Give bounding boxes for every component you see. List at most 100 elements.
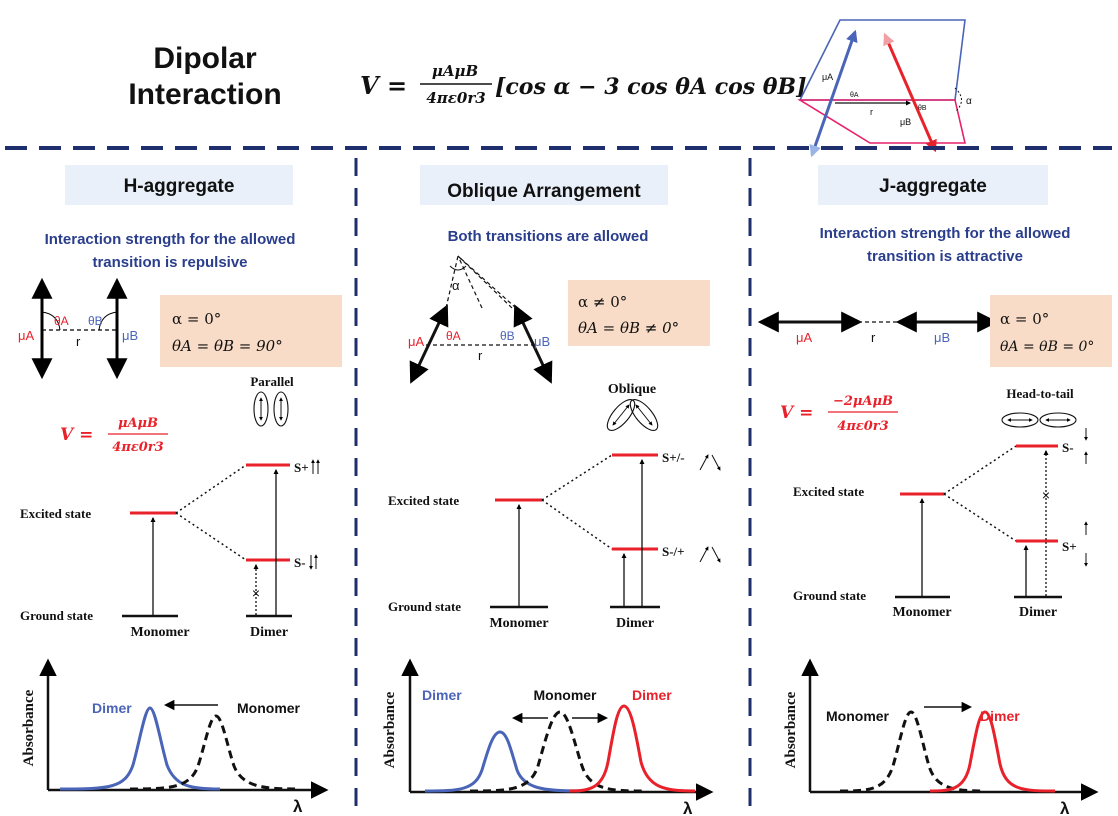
excited-state-label: Excited state	[20, 506, 91, 521]
upper-state-label: S+	[294, 460, 309, 475]
condition-line1: α = 0°	[1000, 310, 1049, 328]
absorbance-spectrum: Absorbance λ Monomer Dimer	[783, 658, 1099, 816]
dipole-b-arrow	[513, 304, 553, 384]
panel-title: J-aggregate	[879, 176, 987, 197]
ground-state-label: Ground state	[20, 608, 93, 623]
alpha-label: α	[452, 278, 460, 293]
spectrum-monomer-label: Monomer	[237, 700, 301, 716]
panel-title: H-aggregate	[124, 176, 235, 197]
page-title-line2: Interaction	[128, 78, 281, 111]
mu-a-label: μA	[18, 328, 34, 343]
energy-formula-numerator: μAμB	[118, 416, 158, 431]
parallel-ellipse-2	[273, 391, 289, 427]
arrangement-label: Parallel	[250, 374, 294, 389]
panel-title-box	[420, 165, 668, 205]
panel-title-box	[65, 165, 293, 205]
condition-line1: α ≠ 0°	[578, 293, 627, 311]
parallel-ellipse-1	[253, 391, 269, 427]
dimer-right-band	[569, 704, 696, 793]
inset-theta-b: θB	[918, 105, 927, 112]
condition-box	[568, 280, 710, 346]
lower-state-label: S-	[294, 555, 306, 570]
theta-b-label: θB	[88, 314, 103, 328]
page-title-line1: Dipolar	[153, 42, 257, 75]
upper-spin-2	[711, 454, 721, 471]
dimer-label: Dimer	[250, 625, 288, 640]
panel-subtitle-line2: transition is attractive	[867, 248, 1023, 265]
oblique-arrow-1	[612, 404, 630, 426]
panel-oblique-arrangement: Oblique Arrangement Both transitions are…	[382, 165, 721, 816]
mu-a-arrow	[809, 29, 858, 158]
dipolar-formula: V = μAμB 4πε0r3 [cos α − 3 cos θA cos θB…	[360, 62, 806, 107]
excited-state-label: Excited state	[793, 484, 864, 499]
lower-spin-2	[711, 546, 721, 563]
forbidden-mark: ×	[252, 585, 260, 601]
excited-state-label: Excited state	[388, 493, 459, 508]
inset-alpha: α	[966, 96, 972, 107]
condition-line2: θA = θB = 0°	[1000, 339, 1094, 355]
energy-formula-denominator: 4πε0r3	[837, 419, 888, 434]
lower-spin-1	[699, 546, 709, 563]
energy-formula-lhs: V =	[780, 403, 813, 423]
inset-mu-b: μB	[900, 117, 911, 127]
mu-a-label: μA	[796, 330, 812, 345]
monomer-band	[469, 710, 646, 793]
condition-line2: θA = θB ≠ 0°	[578, 319, 679, 337]
r-label: r	[478, 348, 483, 363]
absorbance-spectrum: Absorbance λ Dimer Monomer Dimer	[382, 658, 714, 816]
inset-r: r	[870, 107, 873, 117]
split-line-down	[175, 512, 247, 561]
triangle-left-dashed	[445, 255, 459, 309]
head-to-tail-ellipse-1	[1001, 412, 1039, 428]
monomer-label: Monomer	[892, 605, 951, 620]
spectrum-xlabel: λ	[293, 797, 303, 816]
energy-formula: V = μAμB 4πε0r3	[60, 416, 168, 455]
monomer-label: Monomer	[130, 625, 189, 640]
condition-box	[990, 295, 1112, 367]
spectrum-ylabel: Absorbance	[382, 691, 398, 768]
dimer-band	[929, 710, 1056, 793]
ground-state-label: Ground state	[793, 588, 866, 603]
spectrum-dimer-label: Dimer	[92, 700, 132, 716]
r-label: r	[76, 334, 81, 349]
formula-lhs: V =	[360, 71, 407, 100]
panel-subtitle-line1: Interaction strength for the allowed	[45, 231, 296, 248]
split-line-down	[541, 499, 613, 550]
spectrum-monomer-label: Monomer	[826, 708, 890, 724]
formula-numerator: μAμB	[432, 62, 478, 80]
condition-line2: θA = θB = 90°	[172, 337, 283, 355]
panel-subtitle-line1: Interaction strength for the allowed	[820, 225, 1071, 242]
upper-state-label: S+/-	[662, 450, 685, 465]
spectrum-ylabel: Absorbance	[21, 689, 37, 766]
spectrum-xlabel: λ	[683, 799, 693, 816]
mu-b-label: μB	[534, 334, 550, 349]
oblique-arrow-2	[635, 404, 653, 426]
panel-title-box	[818, 165, 1048, 205]
alpha-dashed-left	[457, 255, 483, 309]
condition-line1: α = 0°	[172, 310, 221, 328]
triangle-right-dashed	[457, 255, 517, 309]
alpha-dashed-right	[457, 255, 513, 309]
spectrum-xlabel: λ	[1060, 799, 1070, 816]
lower-state-label: S+	[1062, 539, 1077, 554]
r-label: r	[871, 330, 876, 345]
monomer-label: Monomer	[489, 616, 548, 631]
theta-a-arc	[41, 311, 61, 331]
dimer-band	[59, 706, 221, 791]
alpha-arc	[449, 265, 467, 271]
header: Dipolar Interaction V = μAμB 4πε0r3 [cos…	[128, 19, 972, 158]
energy-formula-denominator: 4πε0r3	[112, 440, 163, 455]
head-to-tail-ellipse-2	[1039, 412, 1077, 428]
inset-theta-a: θA	[850, 92, 859, 99]
plane-blue	[798, 19, 966, 101]
panel-subtitle-line1: Both transitions are allowed	[448, 228, 649, 245]
condition-box	[160, 295, 342, 367]
theta-a-label: θA	[54, 314, 69, 328]
dipole-a-arrow	[409, 304, 449, 384]
panel-title: Oblique Arrangement	[447, 181, 641, 202]
absorbance-spectrum: Absorbance λ Dimer Monomer	[21, 658, 329, 816]
forbidden-mark: ×	[1042, 487, 1050, 503]
ground-state-label: Ground state	[388, 599, 461, 614]
theta-b-label: θB	[500, 329, 515, 343]
